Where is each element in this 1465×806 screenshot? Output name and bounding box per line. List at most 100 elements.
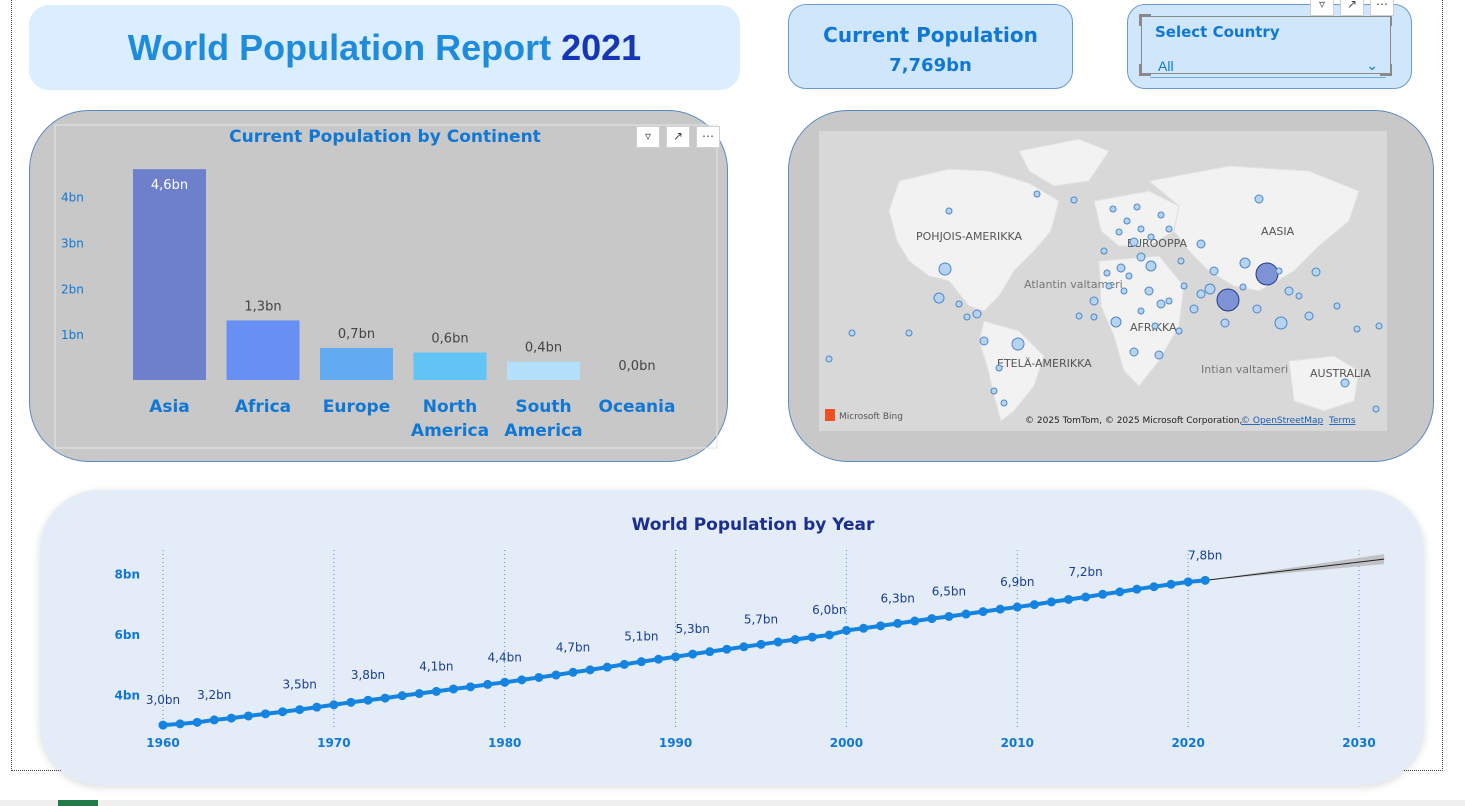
map-bubble[interactable] bbox=[1304, 311, 1314, 321]
filter-icon[interactable]: ▿ bbox=[1310, 0, 1334, 16]
line-point[interactable] bbox=[363, 695, 373, 705]
map-bubble[interactable] bbox=[1275, 267, 1283, 275]
line-point[interactable] bbox=[841, 625, 851, 635]
line-point[interactable] bbox=[739, 642, 749, 652]
map-bubble[interactable] bbox=[1109, 205, 1117, 213]
line-point[interactable] bbox=[859, 623, 869, 633]
line-point[interactable] bbox=[1183, 577, 1193, 587]
map-bubble[interactable] bbox=[1129, 347, 1139, 357]
line-point[interactable] bbox=[944, 611, 954, 621]
map-bubble[interactable] bbox=[938, 262, 952, 276]
map-bubble[interactable] bbox=[995, 364, 1003, 372]
line-point[interactable] bbox=[773, 637, 783, 647]
map-bubble[interactable] bbox=[1089, 296, 1099, 306]
line-point[interactable] bbox=[1098, 589, 1108, 599]
map-bubble[interactable] bbox=[1239, 283, 1247, 291]
line-point[interactable] bbox=[397, 691, 407, 701]
map-osm-link[interactable]: © OpenStreetMap bbox=[1241, 416, 1324, 426]
map-bubble[interactable] bbox=[1157, 211, 1165, 219]
line-point[interactable] bbox=[175, 719, 185, 729]
resize-handle-top-left[interactable] bbox=[1139, 14, 1151, 26]
map-bubble[interactable] bbox=[979, 336, 989, 346]
map-bubble[interactable] bbox=[1075, 312, 1083, 320]
map-bubble[interactable] bbox=[1090, 313, 1098, 321]
bar[interactable] bbox=[320, 347, 393, 380]
line-point[interactable] bbox=[653, 654, 663, 664]
line-point[interactable] bbox=[346, 697, 356, 707]
line-point[interactable] bbox=[448, 684, 458, 694]
line-point[interactable] bbox=[995, 604, 1005, 614]
filter-icon[interactable]: ▿ bbox=[636, 126, 660, 148]
country-slicer[interactable]: Select Country All ⌄ bbox=[1127, 4, 1412, 89]
map-bubble[interactable] bbox=[1252, 304, 1262, 314]
map-bubble[interactable] bbox=[1255, 262, 1279, 286]
map-bubble[interactable] bbox=[1165, 297, 1173, 305]
line-point[interactable] bbox=[619, 659, 629, 669]
line-point[interactable] bbox=[807, 632, 817, 642]
map-bubble[interactable] bbox=[1175, 327, 1183, 335]
map-bubble[interactable] bbox=[1151, 322, 1159, 330]
map-bubble[interactable] bbox=[1105, 282, 1113, 290]
line-point[interactable] bbox=[893, 618, 903, 628]
map-bubble[interactable] bbox=[1196, 289, 1206, 299]
map-bubble[interactable] bbox=[1120, 287, 1128, 295]
line-point[interactable] bbox=[534, 672, 544, 682]
map-bubble[interactable] bbox=[1333, 302, 1341, 310]
bar[interactable] bbox=[507, 361, 580, 380]
map-bubble[interactable] bbox=[848, 329, 856, 337]
map-bubble[interactable] bbox=[963, 313, 971, 321]
map-bubble[interactable] bbox=[1125, 272, 1133, 280]
more-options-icon[interactable]: ⋯ bbox=[1370, 0, 1394, 16]
line-point[interactable] bbox=[329, 700, 339, 710]
world-map[interactable]: POHJOIS-AMERIKKA EUROOPPA AASIA Atlantin… bbox=[789, 111, 1433, 461]
map-bubble[interactable] bbox=[1154, 350, 1164, 360]
map-bubble[interactable] bbox=[1145, 260, 1157, 272]
focus-mode-icon[interactable]: ↗ bbox=[1340, 0, 1364, 16]
line-point[interactable] bbox=[278, 707, 288, 717]
resize-handle-bottom-left[interactable] bbox=[1139, 64, 1151, 76]
line-point[interactable] bbox=[1046, 597, 1056, 607]
map-bubble[interactable] bbox=[1144, 286, 1154, 296]
line-point[interactable] bbox=[927, 614, 937, 624]
line-point[interactable] bbox=[756, 639, 766, 649]
map-bubble[interactable] bbox=[1165, 225, 1173, 233]
map-bubble[interactable] bbox=[1254, 194, 1264, 204]
country-dropdown[interactable]: All ⌄ bbox=[1150, 55, 1386, 78]
line-point[interactable] bbox=[602, 662, 612, 672]
map-bubble[interactable] bbox=[1375, 322, 1383, 330]
map-bubble[interactable] bbox=[1033, 190, 1041, 198]
line-point[interactable] bbox=[192, 717, 202, 727]
line-point[interactable] bbox=[380, 693, 390, 703]
map-bubble[interactable] bbox=[1274, 316, 1288, 330]
line-point[interactable] bbox=[1149, 582, 1159, 592]
map-bubble[interactable] bbox=[1311, 267, 1321, 277]
more-options-icon[interactable]: ⋯ bbox=[696, 126, 720, 148]
world-map-card[interactable]: POHJOIS-AMERIKKA EUROOPPA AASIA Atlantin… bbox=[788, 110, 1434, 462]
map-bubble[interactable] bbox=[1070, 196, 1078, 204]
line-point[interactable] bbox=[551, 670, 561, 680]
map-terms-link[interactable]: Terms bbox=[1328, 416, 1356, 426]
line-point[interactable] bbox=[209, 715, 219, 725]
line-point[interactable] bbox=[790, 635, 800, 645]
map-bubble[interactable] bbox=[1147, 233, 1155, 241]
map-bubble[interactable] bbox=[1115, 228, 1123, 236]
map-bubble[interactable] bbox=[1137, 225, 1145, 233]
line-point[interactable] bbox=[226, 713, 236, 723]
focus-mode-icon[interactable]: ↗ bbox=[666, 126, 690, 148]
line-point[interactable] bbox=[243, 711, 253, 721]
map-bubble[interactable] bbox=[945, 207, 953, 215]
map-bubble[interactable] bbox=[1177, 257, 1185, 265]
map-bubble[interactable] bbox=[1284, 286, 1294, 296]
line-point[interactable] bbox=[636, 657, 646, 667]
map-bubble[interactable] bbox=[933, 292, 945, 304]
line-point[interactable] bbox=[466, 682, 476, 692]
line-point[interactable] bbox=[261, 709, 271, 719]
page-tab[interactable] bbox=[58, 800, 98, 806]
line-point[interactable] bbox=[978, 607, 988, 617]
map-bubble[interactable] bbox=[1189, 304, 1199, 314]
map-bubble[interactable] bbox=[1100, 247, 1108, 255]
line-point[interactable] bbox=[961, 609, 971, 619]
line-point[interactable] bbox=[431, 686, 441, 696]
line-point[interactable] bbox=[1064, 594, 1074, 604]
